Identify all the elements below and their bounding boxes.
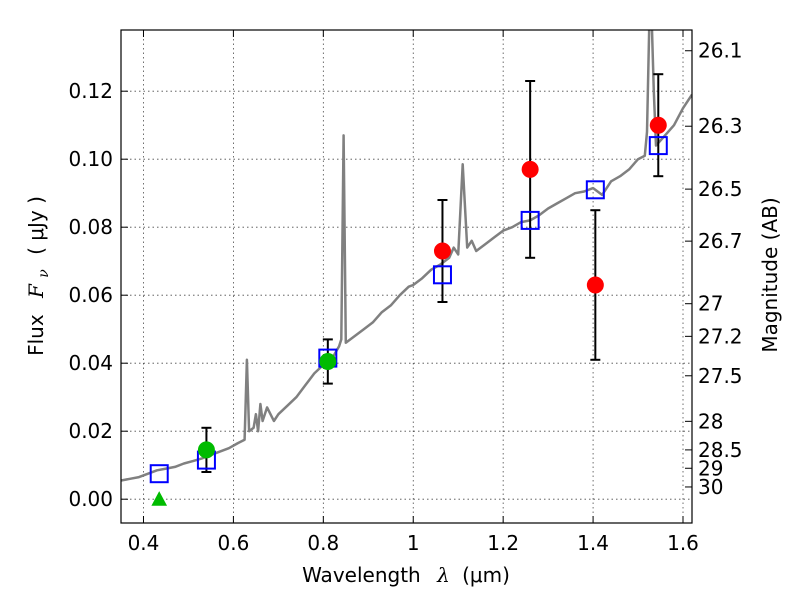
y-axis-label: Flux bbox=[24, 314, 48, 356]
y-axis-symbol: F bbox=[24, 283, 48, 299]
magnitude-tick-label: 26.1 bbox=[698, 39, 743, 63]
y-tick-label: 0.08 bbox=[68, 215, 113, 239]
observed-flux-point bbox=[649, 116, 667, 134]
model-photometry-square bbox=[432, 265, 452, 285]
magnitude-tick-label: 27.5 bbox=[698, 364, 743, 388]
sed-line-layer bbox=[121, 30, 692, 482]
x-axis-title: Wavelength λ (μm) bbox=[302, 563, 510, 587]
x-tick-label: 0.6 bbox=[217, 531, 249, 555]
magnitude-tick-label: 27.2 bbox=[698, 324, 743, 348]
y-axis-title: Flux F ν ( μJy ) bbox=[24, 196, 53, 356]
marker-layer bbox=[149, 116, 668, 506]
magnitude-axis-title: Magnitude (AB) bbox=[758, 197, 782, 352]
magnitude-tick-label: 27 bbox=[698, 292, 723, 316]
magnitude-tick-label: 30 bbox=[698, 475, 723, 499]
magnitude-tick-label: 29 bbox=[698, 456, 723, 480]
y-tick-label: 0.12 bbox=[68, 79, 113, 103]
x-tick-label: 1.2 bbox=[487, 531, 519, 555]
x-axis-ticks: 0.4 0.6 0.8 1 1.2 1.4 1.6 bbox=[128, 30, 699, 555]
model-photometry-square bbox=[149, 464, 169, 484]
model-photometry-square bbox=[648, 136, 668, 156]
magnitude-tick-label: 26.5 bbox=[698, 177, 743, 201]
magnitude-tick-label: 26.3 bbox=[698, 114, 743, 138]
sed-model-line bbox=[121, 30, 692, 482]
plot-area bbox=[121, 30, 692, 506]
x-tick-label: 0.8 bbox=[307, 531, 339, 555]
plot-frame bbox=[120, 29, 693, 524]
x-tick-label: 0.4 bbox=[128, 531, 160, 555]
upper-limit-triangle bbox=[151, 491, 168, 506]
magnitude-tick-label: 28.5 bbox=[698, 438, 743, 462]
y-axis-unit: ( μJy ) bbox=[24, 196, 48, 255]
x-axis-label: Wavelength bbox=[302, 563, 421, 587]
model-photometry-square bbox=[520, 210, 540, 230]
x-tick-label: 1.4 bbox=[577, 531, 609, 555]
x-tick-label: 1 bbox=[407, 531, 420, 555]
y-tick-label: 0.10 bbox=[68, 147, 113, 171]
grid-lines bbox=[121, 30, 692, 523]
y-tick-label: 0.00 bbox=[68, 487, 113, 511]
y-axis-subscript: ν bbox=[36, 269, 52, 278]
observed-flux-point bbox=[319, 353, 337, 370]
magnitude-tick-label: 26.7 bbox=[698, 229, 743, 253]
observed-flux-point bbox=[197, 441, 215, 459]
x-axis-unit: (μm) bbox=[462, 563, 510, 587]
model-photometry-square bbox=[585, 180, 605, 200]
y-tick-label: 0.04 bbox=[68, 351, 113, 375]
y-tick-label: 0.02 bbox=[68, 419, 113, 443]
x-axis-symbol: λ bbox=[436, 563, 450, 587]
y-tick-label: 0.06 bbox=[68, 283, 113, 307]
y-axis-ticks: 0.00 0.02 0.04 0.06 0.08 0.10 0.12 bbox=[68, 79, 128, 511]
observed-flux-point bbox=[586, 276, 604, 294]
observed-flux-point bbox=[521, 160, 539, 178]
magnitude-tick-label: 28 bbox=[698, 409, 723, 433]
x-tick-label: 1.6 bbox=[667, 531, 699, 555]
observed-flux-point bbox=[433, 242, 451, 260]
